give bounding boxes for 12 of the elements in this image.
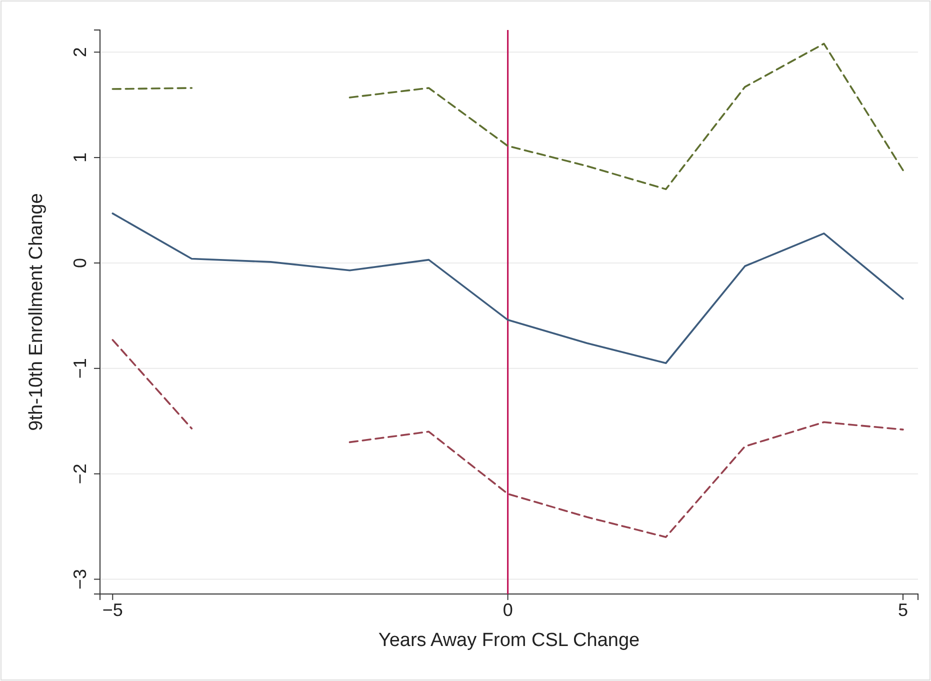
y-tick-label: 2 [70,47,90,58]
y-tick-label: −1 [70,358,90,379]
x-tick-label: −5 [102,600,123,620]
y-tick-label: −3 [70,568,90,590]
y-axis-title: 9th-10th Enrollment Change [26,193,47,431]
line-series [112,212,904,364]
y-tick-label: 1 [70,152,90,163]
x-tick-label: 0 [502,600,513,620]
x-axis-title: Years Away From CSL Change [378,630,640,651]
y-tick-label: −2 [70,464,90,484]
x-tick-label: 5 [898,600,908,620]
y-tick-label: 0 [70,258,90,268]
